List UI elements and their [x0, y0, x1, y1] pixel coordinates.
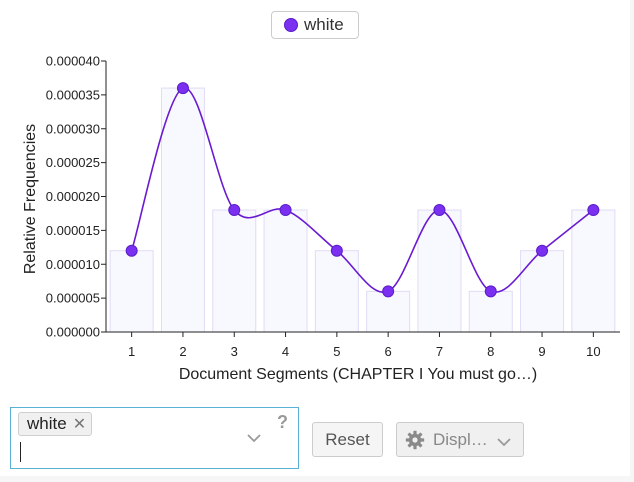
reset-button[interactable]: Reset — [312, 422, 383, 457]
bar-6 — [366, 290, 411, 333]
point-9[interactable] — [536, 244, 549, 257]
frequency-chart: 0.000000 0.000005 0.000010 0.000015 0.000020… — [22, 54, 620, 383]
display-button-label: Displ… — [433, 429, 488, 449]
display-button[interactable]: Displ… — [396, 422, 524, 457]
legend[interactable]: white — [271, 11, 359, 39]
x-tick-label: 3 — [231, 344, 238, 359]
y-tick-label: 0.000000 — [46, 325, 100, 340]
point-6[interactable] — [382, 285, 395, 298]
bar-2 — [160, 87, 205, 333]
bar-8 — [468, 290, 513, 333]
gear-icon — [405, 430, 425, 450]
y-tick-label: 0.000030 — [46, 121, 100, 136]
text-cursor — [20, 442, 21, 462]
chevron-down-icon — [497, 432, 511, 452]
x-axis-label: Document Segments (CHAPTER I You must go… — [179, 366, 537, 383]
term-chip[interactable]: white ✕ — [18, 412, 93, 436]
y-axis-label: Relative Frequencies — [22, 124, 39, 274]
x-tick-label: 4 — [282, 344, 289, 359]
close-icon[interactable]: ✕ — [72, 416, 87, 433]
point-8[interactable] — [484, 285, 497, 298]
series-line-white — [130, 87, 594, 293]
y-tick-label: 0.000015 — [46, 223, 100, 238]
y-tick-label: 0.000040 — [46, 54, 100, 69]
bar-3 — [212, 209, 257, 333]
point-4[interactable] — [279, 204, 292, 217]
chevron-down-icon[interactable] — [247, 430, 261, 448]
term-selector[interactable]: white ✕ ? — [10, 407, 299, 469]
bar-9 — [520, 250, 565, 333]
point-3[interactable] — [228, 204, 241, 217]
x-tick-label: 8 — [487, 344, 494, 359]
help-icon[interactable]: ? — [277, 412, 288, 432]
point-5[interactable] — [330, 244, 343, 257]
bar-1 — [109, 250, 154, 333]
x-tick-label: 7 — [436, 344, 443, 359]
bar-4 — [263, 209, 308, 333]
point-10[interactable] — [587, 204, 600, 217]
bar-7 — [417, 209, 462, 333]
x-tick-label: 5 — [333, 344, 340, 359]
x-tick-label: 2 — [179, 344, 186, 359]
bar-10 — [571, 209, 616, 333]
x-tick-label: 9 — [538, 344, 545, 359]
y-tick-label: 0.000035 — [46, 87, 100, 102]
point-2[interactable] — [176, 82, 189, 95]
point-7[interactable] — [433, 204, 446, 217]
x-tick-label: 10 — [586, 344, 600, 359]
term-chip-label: white — [27, 414, 67, 433]
legend-label: white — [304, 15, 344, 34]
y-tick-label: 0.000020 — [46, 189, 100, 204]
x-tick-label: 1 — [128, 344, 135, 359]
y-tick-label: 0.000005 — [46, 291, 100, 306]
point-1[interactable] — [125, 244, 138, 257]
y-tick-label: 0.000010 — [46, 257, 100, 272]
legend-marker — [284, 18, 298, 32]
bar-5 — [314, 250, 359, 333]
y-tick-label: 0.000025 — [46, 155, 100, 170]
x-tick-label: 6 — [385, 344, 392, 359]
